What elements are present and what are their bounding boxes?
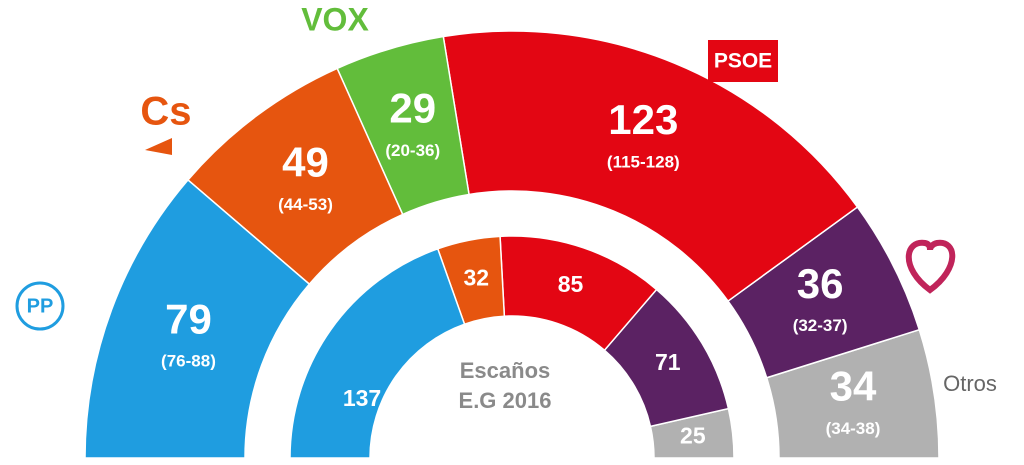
seat-value: 29 — [389, 85, 436, 132]
seat-value: 79 — [165, 295, 212, 342]
party-label: PP — [27, 295, 54, 317]
seat-value: 137 — [343, 385, 381, 411]
seat-value: 71 — [655, 349, 681, 375]
cs-logo-mark — [145, 138, 172, 155]
seat-segment — [436, 235, 506, 326]
pp-logo — [15, 281, 65, 331]
party-label: PSOE — [714, 50, 772, 73]
seat-range: (32-37) — [793, 316, 848, 335]
seat-value: 49 — [282, 139, 329, 186]
seat-value: 25 — [680, 423, 706, 449]
seat-range: (20-36) — [385, 141, 440, 160]
seat-value: 32 — [463, 265, 489, 291]
party-label: Otros — [943, 371, 997, 396]
seat-segment — [84, 178, 311, 459]
party-label: VOX — [301, 1, 369, 37]
seat-segment — [442, 30, 859, 303]
heart-logo — [905, 239, 956, 294]
seat-segment — [499, 235, 658, 352]
seat-value: 123 — [608, 96, 678, 143]
seat-segment — [603, 288, 730, 428]
seat-segment — [186, 67, 404, 286]
seat-value: 85 — [558, 271, 584, 297]
seat-range: (44-53) — [278, 195, 333, 214]
center-label: Escaños E.G 2016 — [459, 358, 552, 413]
center-label-line: E.G 2016 — [459, 388, 552, 413]
center-label-line: Escaños — [460, 358, 551, 383]
seat-range: (115-128) — [607, 152, 680, 171]
psoe-logo — [708, 40, 778, 82]
seat-value: 36 — [797, 260, 844, 307]
seat-segment — [765, 328, 940, 459]
seat-range: (76-88) — [161, 352, 216, 371]
seat-segment — [649, 407, 735, 459]
seat-range: (34-38) — [826, 419, 881, 438]
seat-segment — [336, 35, 470, 216]
party-label: Cs — [140, 90, 191, 134]
seat-segment — [289, 247, 466, 459]
seat-value: 34 — [830, 363, 877, 410]
seat-segment — [726, 205, 921, 379]
